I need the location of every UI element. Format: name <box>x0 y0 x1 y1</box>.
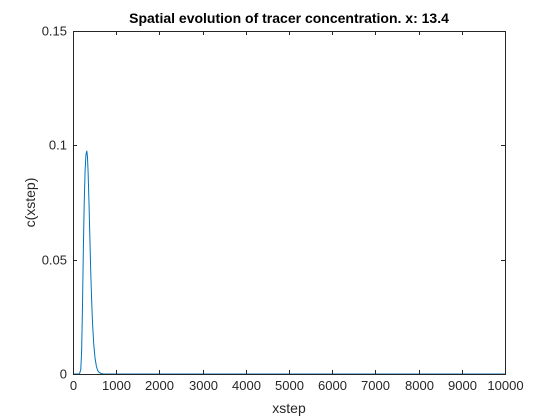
x-tick-label: 8000 <box>405 378 434 393</box>
y-axis-label: c(xstep) <box>22 178 38 228</box>
x-axis-label: xstep <box>272 400 306 416</box>
x-tick-label: 6000 <box>318 378 347 393</box>
y-tick-label: 0.15 <box>42 24 67 39</box>
plot-area <box>73 31 505 374</box>
chart-title: Spatial evolution of tracer concentratio… <box>129 10 449 26</box>
x-tick-label: 3000 <box>189 378 218 393</box>
x-tick-label: 10000 <box>487 378 523 393</box>
x-tick-label: 5000 <box>275 378 304 393</box>
x-tick-label: 4000 <box>232 378 261 393</box>
x-tick-label: 0 <box>70 378 77 393</box>
x-tick-label: 2000 <box>145 378 174 393</box>
y-tick-label: 0.05 <box>42 253 67 268</box>
x-tick-label: 1000 <box>102 378 131 393</box>
x-tick-label: 7000 <box>361 378 390 393</box>
x-tick-label: 9000 <box>448 378 477 393</box>
y-tick-label: 0.1 <box>49 138 67 153</box>
x-axis-ticks: 0 1000 2000 3000 4000 5000 6000 7000 8000 9000 100… <box>70 31 524 393</box>
y-tick-label: 0 <box>60 367 67 382</box>
y-axis-ticks: 0 0.05 0.1 0.15 <box>42 24 505 382</box>
